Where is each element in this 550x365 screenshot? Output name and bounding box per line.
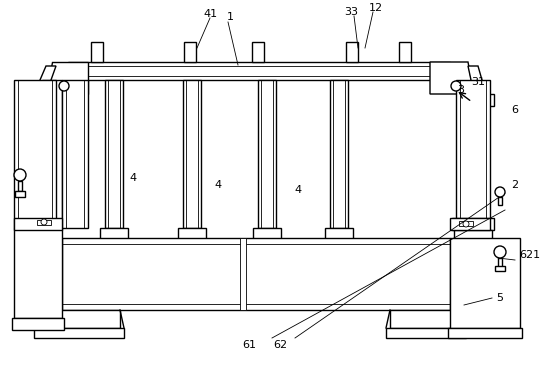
Text: 2: 2 [511, 180, 518, 190]
Bar [37, 220, 51, 225]
Bar [184, 42, 196, 62]
Text: 41: 41 [203, 9, 217, 19]
Bar [252, 42, 264, 62]
Bar [100, 228, 128, 242]
Bar [346, 42, 358, 62]
Bar [62, 80, 88, 228]
Bar [450, 218, 490, 230]
Bar [105, 80, 123, 228]
Bar [386, 328, 466, 338]
Bar [18, 181, 22, 191]
Bar [62, 238, 450, 310]
Circle shape [463, 221, 469, 227]
Bar [68, 62, 450, 80]
Bar [498, 258, 502, 268]
Bar [448, 328, 522, 338]
Bar [472, 94, 494, 106]
Polygon shape [46, 62, 88, 94]
Circle shape [451, 81, 461, 91]
Bar [495, 266, 505, 271]
Bar [459, 221, 473, 226]
Bar [452, 218, 494, 230]
Bar [456, 80, 490, 238]
Text: 4: 4 [294, 185, 301, 195]
Bar [14, 218, 62, 230]
Bar [38, 310, 120, 328]
Bar [14, 80, 56, 228]
Bar [253, 228, 281, 242]
Text: 6: 6 [511, 105, 518, 115]
Bar [12, 318, 64, 330]
Text: 3: 3 [457, 85, 464, 95]
Bar [42, 80, 62, 228]
Polygon shape [468, 66, 486, 94]
Text: 33: 33 [344, 7, 358, 17]
Bar [34, 328, 124, 338]
Text: 12: 12 [369, 3, 383, 13]
Bar [15, 191, 25, 197]
Bar [325, 228, 353, 242]
Bar [330, 80, 348, 228]
Circle shape [494, 246, 506, 258]
Text: 62: 62 [273, 340, 287, 350]
Circle shape [14, 169, 26, 181]
Bar [327, 242, 349, 256]
Bar [498, 197, 502, 205]
Circle shape [59, 81, 69, 91]
Bar [178, 228, 206, 242]
Bar [14, 228, 62, 318]
Text: 31: 31 [471, 77, 485, 87]
Text: 4: 4 [214, 180, 222, 190]
Bar [450, 238, 520, 328]
Bar [91, 42, 103, 62]
Circle shape [41, 219, 47, 225]
Text: 621: 621 [519, 250, 540, 260]
Bar [258, 80, 276, 228]
Text: 5: 5 [496, 293, 503, 303]
Bar [102, 242, 124, 256]
Bar [399, 42, 411, 62]
Bar [390, 310, 462, 328]
Bar [255, 242, 277, 256]
Text: 1: 1 [227, 12, 234, 22]
Polygon shape [430, 62, 474, 94]
Text: 4: 4 [129, 173, 136, 183]
Bar [240, 238, 246, 310]
Circle shape [495, 187, 505, 197]
Text: 61: 61 [242, 340, 256, 350]
Bar [454, 230, 492, 240]
Bar [180, 242, 202, 256]
Bar [183, 80, 201, 228]
Polygon shape [34, 66, 56, 94]
